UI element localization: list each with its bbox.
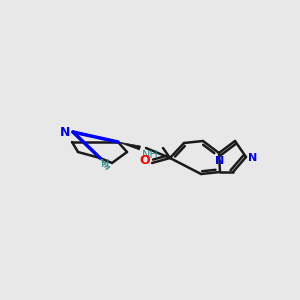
Text: N: N [248, 153, 258, 163]
Text: NH: NH [142, 150, 158, 160]
Text: H: H [101, 159, 109, 169]
Text: N: N [215, 156, 225, 166]
Polygon shape [118, 142, 140, 150]
Text: N: N [60, 125, 70, 139]
Text: O: O [140, 154, 150, 167]
